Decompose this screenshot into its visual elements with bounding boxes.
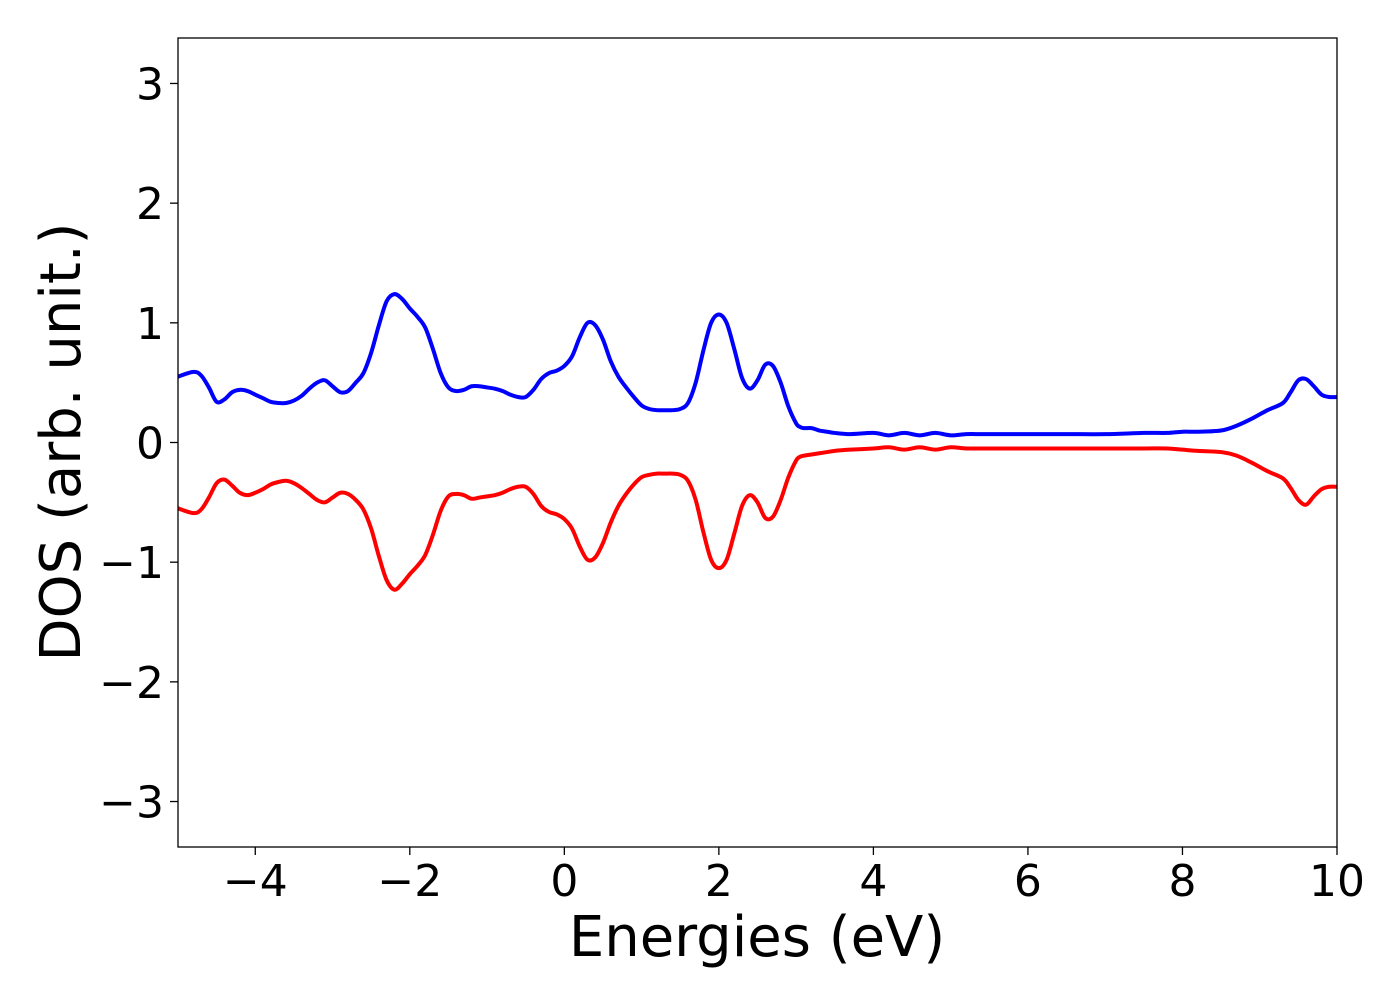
y-tick-label: −1	[99, 538, 164, 589]
dos-spin-down-line	[177, 445, 1338, 592]
x-tick-label: −4	[223, 856, 288, 907]
x-axis: −4 −2 0 2 4 6 8 10	[223, 847, 1365, 907]
x-tick-label: 10	[1309, 856, 1365, 907]
y-tick-label: −2	[99, 658, 164, 709]
y-axis-label: DOS (arb. unit.)	[29, 222, 94, 661]
dos-spin-up-line	[177, 292, 1338, 438]
x-tick-label: 2	[705, 856, 733, 907]
y-tick-label: −3	[99, 778, 164, 829]
y-tick-label: 0	[136, 419, 164, 470]
x-tick-label: −2	[377, 856, 442, 907]
y-axis: −3 −2 −1 0 1 2 3	[99, 59, 178, 829]
x-tick-label: 0	[550, 856, 578, 907]
y-tick-label: 3	[136, 59, 164, 110]
y-tick-label: 1	[136, 299, 164, 350]
x-tick-label: 6	[1014, 856, 1042, 907]
x-tick-label: 4	[859, 856, 887, 907]
series-layer	[177, 292, 1338, 592]
y-tick-label: 2	[136, 179, 164, 230]
x-tick-label: 8	[1168, 856, 1196, 907]
x-axis-label: Energies (eV)	[569, 905, 945, 970]
